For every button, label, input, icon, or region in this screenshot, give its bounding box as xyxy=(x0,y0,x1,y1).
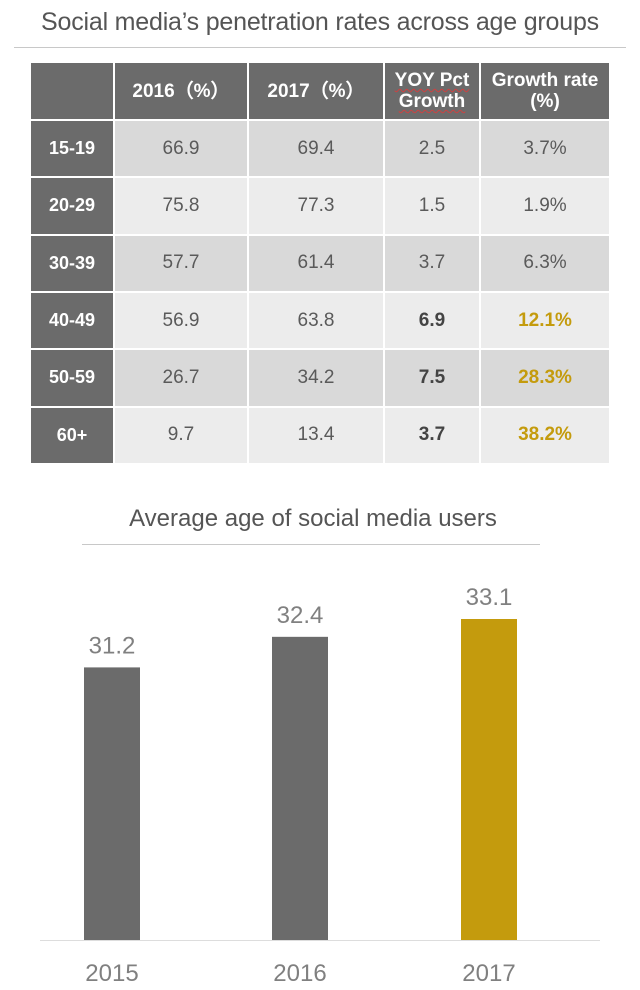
cell-2016: 57.7 xyxy=(113,233,249,293)
row-label-age-group: 15-19 xyxy=(29,118,115,179)
bar-2017 xyxy=(461,619,517,940)
x-tick-label: 2017 xyxy=(462,960,515,987)
cell-yoy: 3.7 xyxy=(383,405,481,466)
row-label-age-group: 60+ xyxy=(29,405,115,466)
bar-chart-title-divider xyxy=(82,544,540,545)
row-label-age-group: 20-29 xyxy=(29,176,115,236)
cell-2017: 34.2 xyxy=(247,348,385,408)
table-title-divider xyxy=(14,47,626,48)
header-corner-cell xyxy=(29,61,115,121)
table-row: 40-49 56.9 63.8 6.9 12.1% xyxy=(29,290,611,351)
cell-2017: 77.3 xyxy=(247,176,385,236)
header-2017: 2017（%） xyxy=(247,61,385,121)
table-row: 60+ 9.7 13.4 3.7 38.2% xyxy=(29,405,611,466)
cell-yoy: 3.7 xyxy=(383,233,481,293)
cell-2016: 9.7 xyxy=(113,405,249,466)
cell-2016: 56.9 xyxy=(113,290,249,351)
header-yoy-pct-growth: YOY Pct Growth xyxy=(383,61,481,121)
cell-yoy: 1.5 xyxy=(383,176,481,236)
row-label-age-group: 30-39 xyxy=(29,233,115,293)
cell-2016: 75.8 xyxy=(113,176,249,236)
cell-2017: 63.8 xyxy=(247,290,385,351)
cell-yoy: 6.9 xyxy=(383,290,481,351)
bar-2015 xyxy=(84,667,140,940)
cell-2017: 69.4 xyxy=(247,118,385,179)
cell-2016: 66.9 xyxy=(113,118,249,179)
cell-growth-rate: 6.3% xyxy=(479,233,611,293)
cell-growth-rate: 3.7% xyxy=(479,118,611,179)
data-label: 32.4 xyxy=(277,602,324,629)
cell-growth-rate: 38.2% xyxy=(479,405,611,466)
table-row: 15-19 66.9 69.4 2.5 3.7% xyxy=(29,118,611,179)
cell-growth-rate: 12.1% xyxy=(479,290,611,351)
header-growth-rate: Growth rate (%) xyxy=(479,61,611,121)
cell-growth-rate: 28.3% xyxy=(479,348,611,408)
x-tick-label: 2016 xyxy=(273,960,326,987)
bar-chart-title: Average age of social media users xyxy=(129,505,497,532)
bar-2016 xyxy=(272,636,328,940)
x-tick-label: 2015 xyxy=(85,960,138,987)
data-label: 33.1 xyxy=(466,584,513,611)
cell-2017: 61.4 xyxy=(247,233,385,293)
cell-2017: 13.4 xyxy=(247,405,385,466)
penetration-table: 2016（%） 2017（%） YOY Pct Growth Growth ra… xyxy=(29,61,611,466)
table-header-row: 2016（%） 2017（%） YOY Pct Growth Growth ra… xyxy=(29,61,611,121)
data-label: 31.2 xyxy=(89,632,136,659)
header-2016: 2016（%） xyxy=(113,61,249,121)
table-title: Social media’s penetration rates across … xyxy=(41,8,599,36)
table-row: 20-29 75.8 77.3 1.5 1.9% xyxy=(29,176,611,236)
header-yoy-text: YOY Pct Growth xyxy=(394,70,470,112)
row-label-age-group: 40-49 xyxy=(29,290,115,351)
table-row: 30-39 57.7 61.4 3.7 6.3% xyxy=(29,233,611,293)
cell-2016: 26.7 xyxy=(113,348,249,408)
cell-growth-rate: 1.9% xyxy=(479,176,611,236)
cell-yoy: 2.5 xyxy=(383,118,481,179)
row-label-age-group: 50-59 xyxy=(29,348,115,408)
cell-yoy: 7.5 xyxy=(383,348,481,408)
average-age-bar-chart: 31.2 2015 32.4 2016 33.1 2017 xyxy=(40,584,600,987)
table-row: 50-59 26.7 34.2 7.5 28.3% xyxy=(29,348,611,408)
